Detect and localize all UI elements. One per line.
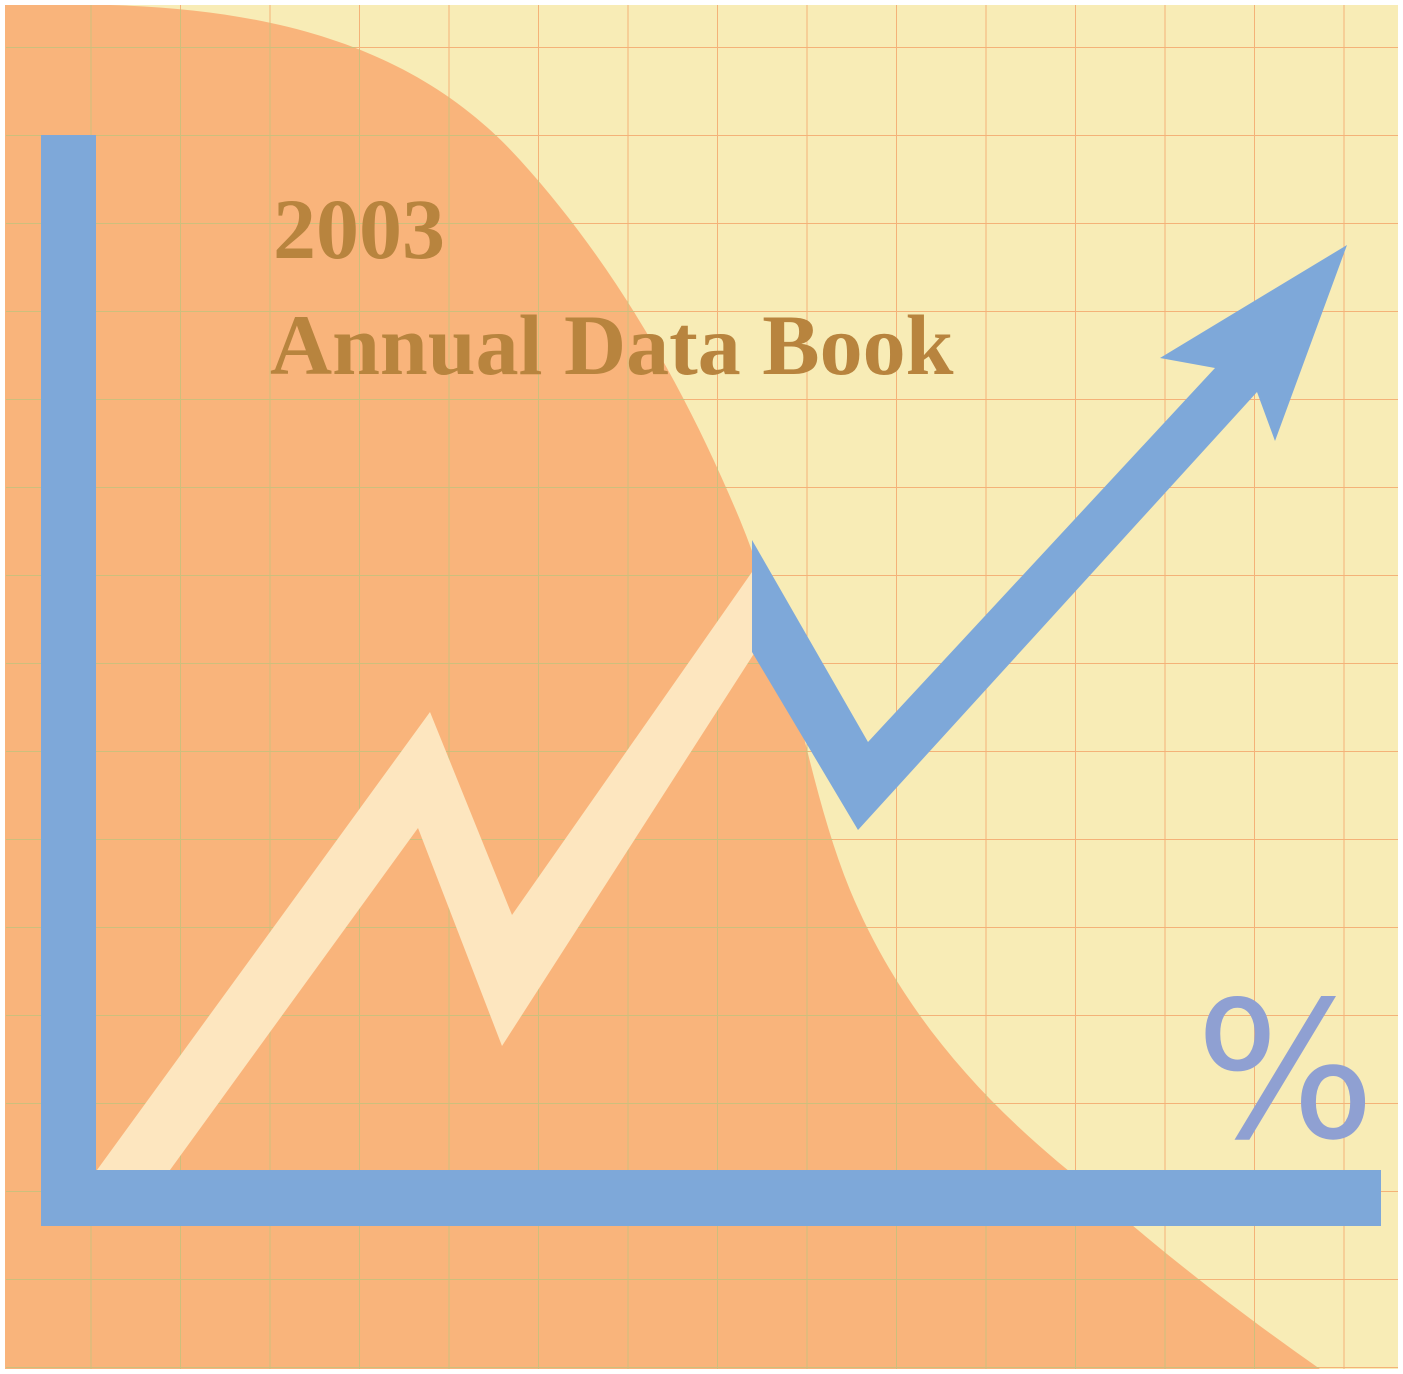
percent-symbol: % (1195, 961, 1376, 1182)
title: Annual Data Book (270, 297, 954, 393)
x-axis (41, 1170, 1381, 1226)
page: 2003 Annual Data Book % (() => { const d… (0, 0, 1403, 1374)
cover: 2003 Annual Data Book % (0, 0, 1403, 1374)
y-axis (41, 135, 96, 1226)
year: 2003 (273, 181, 445, 277)
